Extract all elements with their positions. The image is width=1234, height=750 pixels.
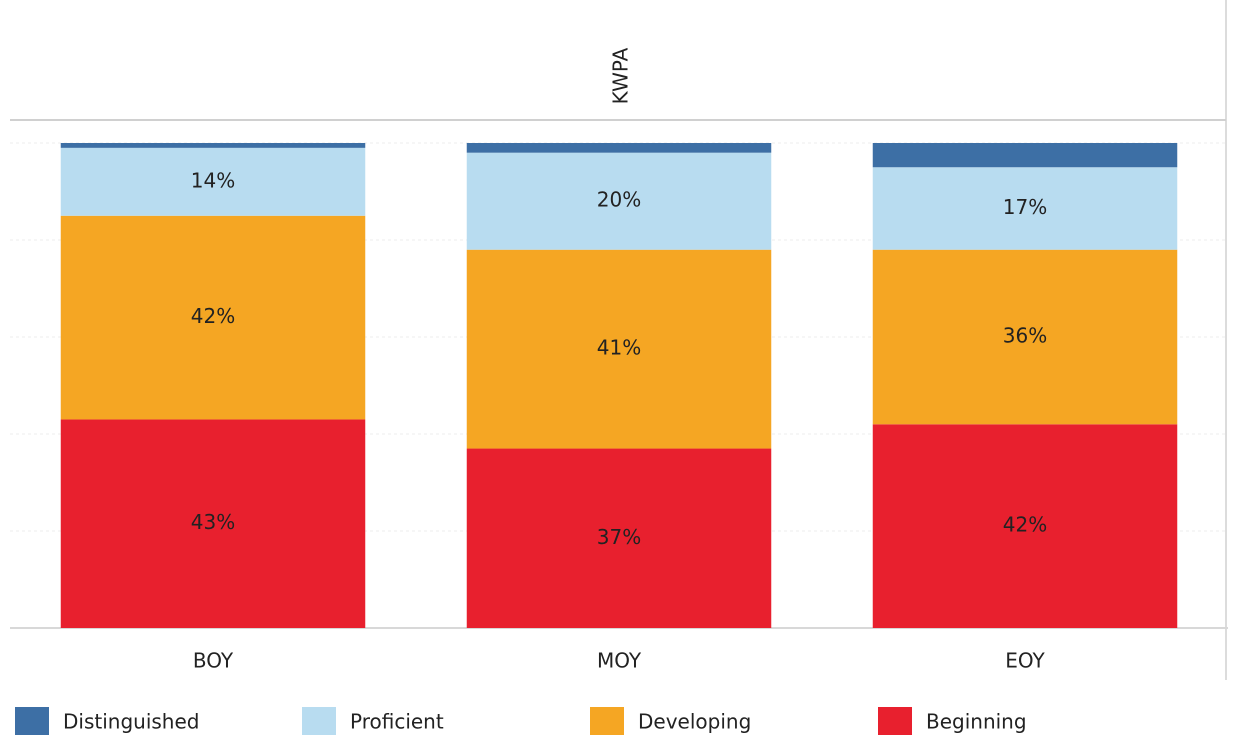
legend-label: Distinguished <box>63 710 199 734</box>
x-tick-label: MOY <box>597 649 642 673</box>
legend-swatch <box>302 707 336 735</box>
data-label: 36% <box>1003 324 1047 348</box>
legend-label: Beginning <box>926 710 1027 734</box>
bar-segment <box>466 249 772 449</box>
bar-segment <box>466 143 772 153</box>
legend-label: Developing <box>638 710 751 734</box>
bar-segment <box>60 147 366 216</box>
bar-segment <box>60 143 366 148</box>
chart-title: KWPA <box>609 47 633 104</box>
legend-label: Proficient <box>350 710 444 734</box>
data-label: 42% <box>191 304 235 328</box>
legend-swatch <box>878 707 912 735</box>
x-tick-label: EOY <box>1005 649 1045 673</box>
bar-segment <box>872 143 1178 168</box>
bar-segment <box>466 448 772 628</box>
data-label: 20% <box>597 188 641 212</box>
data-label: 37% <box>597 525 641 549</box>
data-label: 42% <box>1003 513 1047 537</box>
bar-segment <box>872 424 1178 628</box>
bar-segment <box>60 215 366 420</box>
bar-segment <box>466 152 772 250</box>
bar-segment <box>60 419 366 628</box>
legend-swatch <box>590 707 624 735</box>
bar-segment <box>872 249 1178 425</box>
legend-swatch <box>15 707 49 735</box>
bar-segment <box>872 167 1178 250</box>
data-label: 14% <box>191 168 235 192</box>
data-label: 17% <box>1003 195 1047 219</box>
data-label: 43% <box>191 510 235 534</box>
data-label: 41% <box>597 336 641 360</box>
x-tick-label: BOY <box>193 649 234 673</box>
